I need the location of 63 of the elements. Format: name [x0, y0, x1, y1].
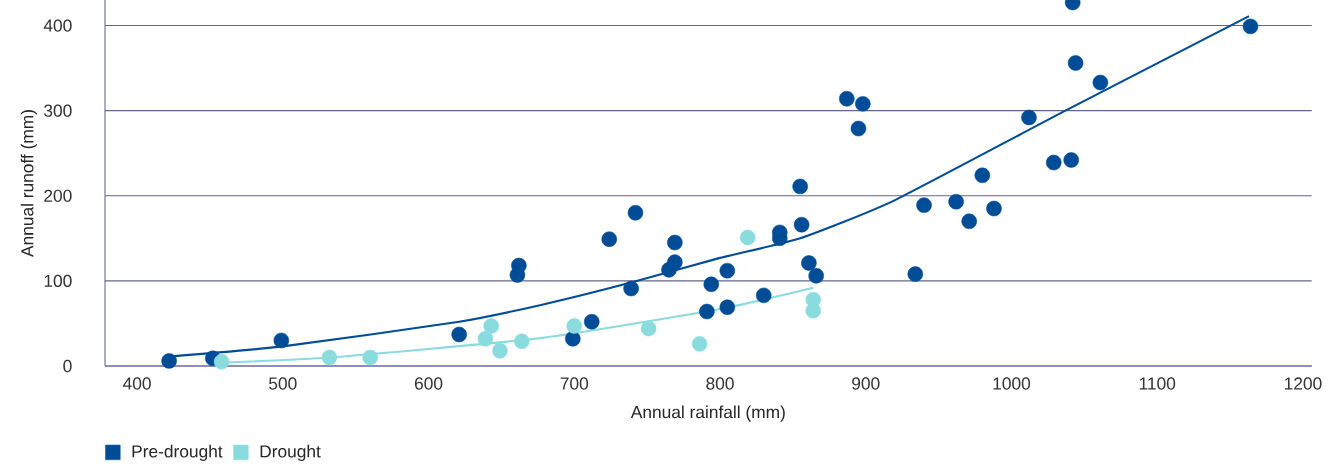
point: [161, 353, 177, 369]
point: [1046, 154, 1062, 171]
point: [974, 167, 991, 184]
point: [321, 349, 338, 366]
point: [986, 200, 1002, 217]
point: [1092, 74, 1109, 91]
point: [691, 336, 708, 352]
y-tick-label: 0: [63, 359, 72, 373]
x-tick-label: 800: [706, 377, 734, 390]
point: [755, 287, 772, 304]
point: [699, 303, 715, 320]
point: [483, 318, 499, 334]
x-tick-label: 1100: [1139, 377, 1176, 390]
y-tick-label: 100: [44, 274, 72, 288]
point: [1067, 55, 1084, 71]
x-tick-label: 700: [560, 377, 589, 390]
point: [213, 354, 230, 370]
point: [667, 234, 683, 251]
point: [792, 178, 808, 195]
point: [273, 332, 290, 349]
point: [640, 320, 657, 337]
point: [492, 342, 508, 359]
point: [703, 276, 719, 293]
point: [801, 255, 817, 271]
y-axis-title: Annual runoff (mm): [20, 110, 37, 257]
point: [514, 333, 530, 350]
legend-label: Drought: [260, 444, 321, 461]
point: [509, 267, 526, 283]
y-tick-label: 400: [43, 19, 72, 32]
x-tick-label: 500: [269, 377, 297, 390]
point: [719, 262, 736, 279]
x-tick-label: 400: [123, 377, 151, 390]
x-tick-label: 1000: [993, 377, 1031, 390]
point: [907, 266, 924, 282]
point: [584, 314, 600, 330]
point: [451, 326, 467, 343]
point: [808, 268, 824, 284]
point: [850, 120, 867, 137]
point: [661, 262, 677, 278]
point: [839, 91, 855, 107]
point: [961, 213, 977, 230]
point: [739, 229, 756, 246]
point: [362, 349, 378, 366]
point: [1063, 152, 1079, 168]
y-tick-label: 300: [44, 104, 72, 117]
point: [855, 96, 871, 112]
y-tick-label: 200: [44, 189, 72, 202]
point: [601, 231, 617, 247]
x-tick-label: 1200: [1284, 377, 1322, 390]
point: [566, 318, 583, 334]
point: [1242, 18, 1259, 35]
point: [793, 216, 810, 233]
point: [948, 193, 964, 210]
point: [623, 280, 639, 297]
point: [627, 205, 644, 221]
point: [916, 197, 932, 213]
x-tick-label: 900: [852, 377, 880, 390]
point: [477, 331, 494, 347]
legend-label: Pre-drought: [132, 444, 223, 461]
x-axis-title: Annual rainfall (mm): [630, 405, 785, 422]
point: [1021, 109, 1037, 126]
point: [719, 299, 736, 316]
x-tick-label: 600: [414, 377, 443, 390]
